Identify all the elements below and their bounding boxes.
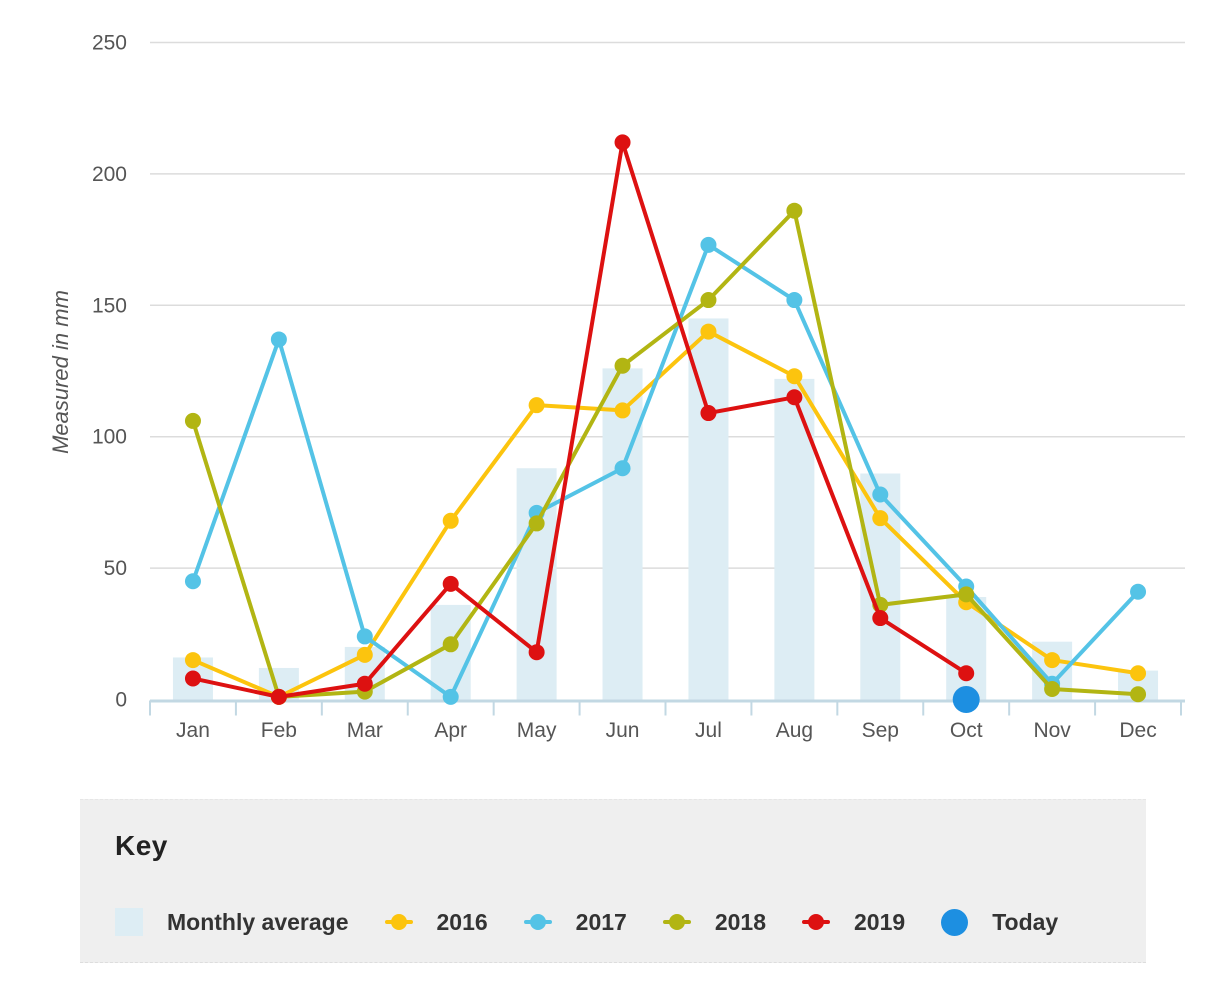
x-tick-label-Nov: Nov: [1033, 719, 1071, 742]
series-line-2017[interactable]: [190, 242, 1141, 699]
y-tick-label-100: 100: [92, 426, 127, 449]
data-point-2017[interactable]: [1130, 583, 1147, 600]
x-tick-label-Jun: Jun: [606, 719, 640, 742]
rainfall-chart[interactable]: 0 50 100 150 200 250 Measured in mm Jan Feb Mar Ap…: [0, 0, 1210, 780]
data-point-2017[interactable]: [270, 331, 287, 348]
monthly-average-swatch-icon: [115, 908, 143, 936]
data-point-2019[interactable]: [786, 389, 803, 406]
line-dot-marker-icon: [662, 913, 691, 931]
legend-label: 2017: [575, 908, 627, 935]
data-point-2019[interactable]: [700, 405, 717, 422]
legend-label: 2018: [714, 908, 767, 935]
x-tick-label-Aug: Aug: [776, 719, 813, 742]
legend-label: Monthly average: [167, 908, 349, 935]
data-point-2018[interactable]: [614, 357, 631, 374]
y-tick-label-0: 0: [115, 689, 127, 712]
key-title: Key: [115, 830, 168, 861]
line-dot-marker-icon: [384, 913, 413, 931]
line-dot-marker-icon: [523, 913, 552, 931]
x-tick-label-Mar: Mar: [347, 719, 383, 742]
data-point-2016[interactable]: [1044, 652, 1061, 669]
y-axis-title: Measured in mm: [48, 290, 73, 454]
data-point-2016[interactable]: [872, 510, 889, 527]
legend-item-2016[interactable]: 2016: [384, 908, 488, 936]
x-tick-label-Sep: Sep: [862, 719, 899, 742]
x-tick-label-Feb: Feb: [261, 719, 297, 742]
data-point-2016[interactable]: [614, 402, 631, 419]
y-tick-label-150: 150: [92, 294, 127, 317]
series-line-2019[interactable]: [190, 140, 969, 699]
bar-Oct[interactable]: [946, 597, 987, 700]
data-point-2017[interactable]: [614, 460, 631, 477]
data-point-2017[interactable]: [442, 688, 459, 705]
y-tick-label-200: 200: [92, 163, 127, 186]
chart-svg[interactable]: 0 50 100 150 200 250 Measured in mm Jan Feb Mar Ap…: [0, 0, 1210, 780]
data-point-2019[interactable]: [872, 610, 889, 627]
legend-item-today[interactable]: Today: [941, 908, 1059, 936]
data-point-2016[interactable]: [700, 323, 717, 340]
data-point-2018[interactable]: [786, 202, 803, 219]
today-point[interactable]: [952, 686, 980, 713]
data-point-2019[interactable]: [442, 575, 459, 592]
series-line-2018[interactable]: [190, 208, 1141, 699]
legend-label: 2016: [436, 908, 488, 935]
legend-item-monthly-average[interactable]: Monthly average: [115, 908, 349, 936]
line-dot-marker-icon: [802, 913, 831, 931]
data-point-2019[interactable]: [356, 675, 373, 692]
x-tick-label-Jan: Jan: [176, 719, 210, 742]
x-tick-label-Oct: Oct: [950, 719, 983, 742]
data-point-2016[interactable]: [1130, 665, 1147, 682]
legend-label: 2019: [854, 908, 906, 935]
data-point-2017[interactable]: [184, 573, 201, 590]
x-tick-label-Dec: Dec: [1119, 719, 1156, 742]
x-tick-label-Jul: Jul: [695, 719, 722, 742]
bar-Jul[interactable]: [688, 318, 729, 700]
legend-item-2017[interactable]: 2017: [523, 908, 627, 936]
y-tick-label-50: 50: [104, 557, 127, 580]
data-point-2017[interactable]: [872, 486, 889, 503]
data-point-2019[interactable]: [184, 670, 201, 687]
bar-Jun[interactable]: [602, 368, 643, 700]
data-point-2017[interactable]: [786, 292, 803, 309]
legend-item-2019[interactable]: 2019: [802, 909, 905, 936]
data-point-2017[interactable]: [700, 236, 717, 253]
data-point-2019[interactable]: [270, 688, 287, 705]
data-point-2016[interactable]: [442, 512, 459, 529]
data-point-2018[interactable]: [1130, 686, 1147, 703]
data-point-2018[interactable]: [1044, 680, 1061, 697]
data-point-2018[interactable]: [958, 586, 975, 603]
bar-Aug[interactable]: [774, 378, 815, 700]
data-point-2016[interactable]: [528, 397, 545, 414]
data-point-2019[interactable]: [958, 665, 975, 682]
bar-May[interactable]: [516, 468, 557, 700]
x-tick-label-May: May: [517, 719, 557, 742]
legend-label: Today: [992, 908, 1059, 935]
y-tick-label-250: 250: [92, 32, 127, 55]
today-dot-icon: [941, 908, 969, 936]
data-point-2018[interactable]: [442, 636, 459, 653]
chart-key-panel: Key Monthly average 2016 2017 2018 2019 …: [80, 799, 1146, 963]
x-tick-label-Apr: Apr: [434, 719, 467, 742]
legend-row: Monthly average 2016 2017 2018 2019 Toda…: [115, 908, 1146, 936]
data-point-2016[interactable]: [356, 646, 373, 663]
data-point-2019[interactable]: [614, 134, 631, 151]
data-point-2016[interactable]: [184, 652, 201, 669]
data-point-2016[interactable]: [786, 368, 803, 385]
data-point-2018[interactable]: [700, 292, 717, 309]
data-point-2019[interactable]: [528, 644, 545, 661]
legend-item-2018[interactable]: 2018: [662, 908, 767, 936]
data-point-2018[interactable]: [528, 515, 545, 532]
data-point-2017[interactable]: [356, 628, 373, 645]
series-line-2016[interactable]: [190, 329, 1141, 699]
data-point-2018[interactable]: [184, 412, 201, 429]
